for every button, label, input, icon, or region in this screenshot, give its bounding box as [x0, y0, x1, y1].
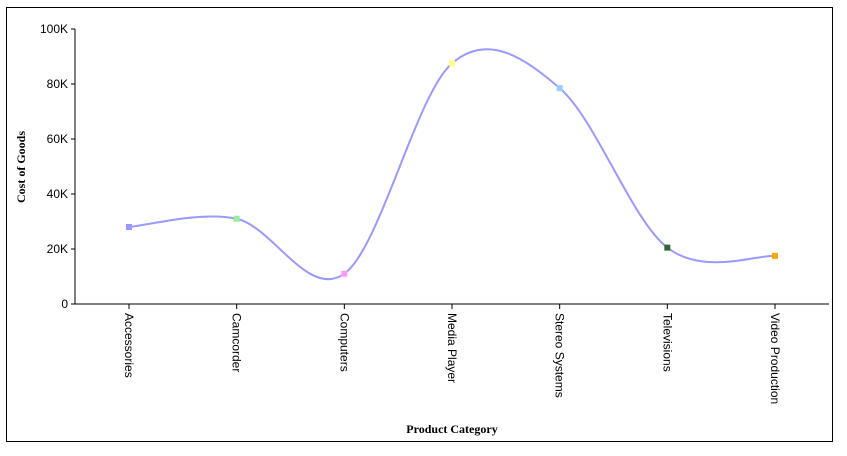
x-axis-ticks: Accessories Camcorder Computers Media Playe… [122, 304, 782, 404]
data-point-marker [449, 60, 455, 67]
y-tick-label: 20K [47, 242, 68, 256]
x-tick-label: Televisions [660, 313, 674, 372]
data-point-marker [556, 85, 563, 92]
y-tick-label: 40K [47, 187, 68, 201]
y-tick-label: 100K [40, 22, 68, 36]
y-tick-label: 80K [47, 77, 68, 91]
y-tick-label: 0 [61, 297, 68, 311]
x-tick-label: Stereo Systems [553, 313, 567, 398]
y-axis-ticks: 0 20K 40K 60K 80K 100K [40, 22, 75, 311]
y-axis-title: Cost of Goods [14, 131, 28, 203]
y-tick-label: 60K [47, 132, 68, 146]
data-point-marker [126, 224, 132, 230]
x-tick-label: Camcorder [230, 313, 244, 372]
data-point-marker [772, 252, 778, 259]
data-markers [126, 60, 778, 277]
data-point-marker [341, 270, 348, 277]
data-point-marker [233, 215, 240, 222]
x-tick-label: Media Player [445, 313, 459, 383]
data-point-marker [664, 244, 671, 251]
x-axis-title: Product Category [406, 422, 497, 436]
x-tick-label: Computers [337, 313, 351, 372]
x-tick-label: Video Production [768, 313, 782, 404]
series-line [128, 48, 776, 281]
x-tick-label: Accessories [122, 313, 136, 378]
